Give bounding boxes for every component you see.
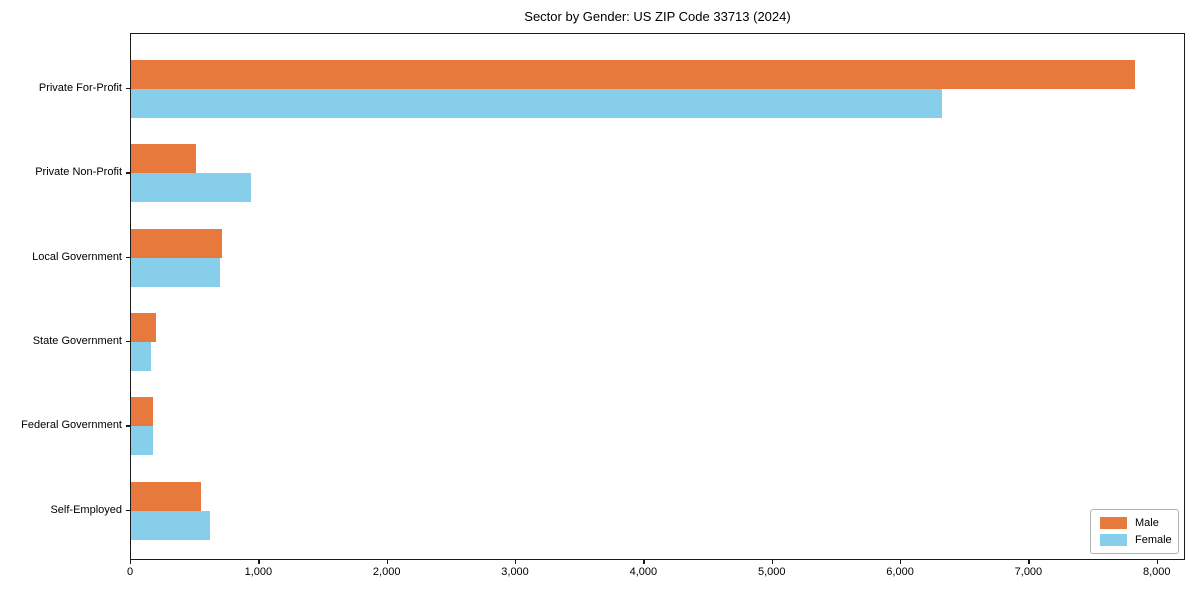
x-tick-label: 8,000 [1142,566,1171,578]
bar-male-4 [131,397,153,427]
y-tick [126,256,130,258]
x-tick-label: 0 [126,566,134,578]
x-tick-label: 1,000 [244,566,273,578]
x-tick-label: 2,000 [372,566,401,578]
x-tick [386,560,388,564]
x-tick-label: 7,000 [1014,566,1043,578]
y-tick-label: Private Non-Profit [35,166,122,179]
y-tick [126,425,130,427]
y-tick [126,509,130,511]
y-tick [126,88,130,90]
bar-female-4 [131,426,153,456]
bar-male-0 [131,60,1136,89]
bar-female-1 [131,173,251,203]
x-tick [258,560,260,564]
chart-title: Sector by Gender: US ZIP Code 33713 (202… [524,9,791,24]
y-tick-label: Federal Government [21,419,122,432]
x-tick [1028,560,1030,564]
y-tick-label: State Government [32,334,122,347]
legend-item-male: Male [1100,517,1178,530]
plot-area [130,33,1185,560]
y-tick-label: Local Government [32,250,122,263]
x-tick [515,560,517,564]
bar-male-3 [131,312,157,342]
y-tick-label: Private For-Profit [38,82,122,94]
x-tick-label: 3,000 [501,566,529,578]
bar-female-5 [131,510,210,540]
x-tick [1156,560,1159,564]
legend-item-female: Female [1100,534,1178,547]
x-tick-label: 4,000 [629,566,658,578]
male-swatch-icon [1100,517,1127,529]
bar-male-5 [131,481,201,511]
bar-male-2 [131,228,223,258]
bar-female-0 [131,89,943,118]
y-tick-label: Self-Employed [50,503,122,516]
x-tick [643,560,645,564]
y-tick [126,340,130,343]
x-tick-label: 5,000 [757,566,786,578]
legend-label-male: Male [1135,516,1159,529]
bar-female-2 [131,257,220,287]
x-tick [771,560,774,564]
legend-label-female: Female [1135,533,1172,546]
bar-female-3 [131,341,151,371]
bar-male-1 [131,144,197,174]
x-tick [900,560,902,564]
legend: Male Female [1090,509,1179,554]
female-swatch-icon [1100,534,1127,546]
y-tick [126,172,130,174]
x-tick [130,560,132,564]
x-tick-label: 6,000 [886,566,914,578]
